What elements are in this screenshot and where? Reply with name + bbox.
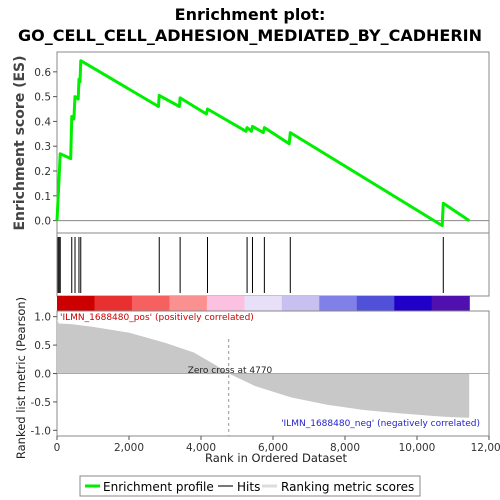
es-ytick-label: 0.2 bbox=[34, 166, 51, 178]
metric-ytick-label: -0.5 bbox=[31, 397, 52, 409]
es-y-axis-label: Enrichment score (ES) bbox=[12, 55, 28, 230]
es-ytick-label: 0.1 bbox=[34, 191, 51, 203]
zero-cross-label: Zero cross at 4770 bbox=[188, 366, 273, 376]
metric-panel: 1.0 0.5 0.0 -0.5 -1.0 0 2,000 4,000 6,000 8,000 1… bbox=[14, 297, 500, 465]
legend-frame bbox=[79, 475, 421, 497]
x-axis-label: Rank in Ordered Dataset bbox=[205, 451, 348, 465]
xtick-label: 10,000 bbox=[399, 442, 436, 454]
es-curve bbox=[55, 59, 471, 228]
metric-y-axis-label: Ranked list metric (Pearson) bbox=[14, 297, 28, 459]
legend: Enrichment profile Hits Ranking metric s… bbox=[79, 475, 421, 497]
legend-metric-label: Ranking metric scores bbox=[281, 480, 414, 494]
heat-segment bbox=[57, 296, 96, 311]
hits-panel bbox=[56, 232, 490, 297]
heat-segment bbox=[281, 296, 320, 311]
es-panel: 0.0 0.1 0.2 0.3 0.4 0.5 0.6 Enrichment score (… bbox=[12, 51, 490, 234]
xtick-label: 0 bbox=[54, 442, 61, 454]
heat-segment bbox=[94, 296, 133, 311]
heat-segment bbox=[244, 296, 283, 311]
heat-segment bbox=[169, 296, 208, 311]
heat-segment bbox=[431, 296, 470, 311]
xtick-label: 12,000 bbox=[471, 442, 500, 454]
es-ytick-label: 0.5 bbox=[34, 92, 51, 104]
heat-segment bbox=[319, 296, 358, 311]
negative-label: 'ILMN_1688480_neg' (negatively correlate… bbox=[281, 419, 480, 429]
xtick-label: 6,000 bbox=[258, 442, 288, 454]
xtick-label: 4,000 bbox=[186, 442, 216, 454]
xtick-label: 8,000 bbox=[330, 442, 360, 454]
legend-hits-label: Hits bbox=[237, 480, 260, 494]
es-panel-frame bbox=[56, 51, 490, 234]
positive-label: 'ILMN_1688480_pos' (positively correlate… bbox=[60, 313, 254, 323]
es-ytick-label: 0.4 bbox=[34, 116, 51, 128]
heat-segment bbox=[206, 296, 245, 311]
metric-area bbox=[57, 319, 470, 418]
metric-ytick-label: 0.5 bbox=[34, 340, 51, 352]
ranking-heat-bar bbox=[57, 296, 470, 311]
es-ytick-label: 0.6 bbox=[34, 67, 51, 79]
es-ytick-label: 0.3 bbox=[34, 141, 51, 153]
es-ytick-label: 0.0 bbox=[34, 216, 51, 228]
chart-title-line1: Enrichment plot: bbox=[175, 5, 326, 24]
chart-title-line2: GO_CELL_CELL_ADHESION_MEDIATED_BY_CADHER… bbox=[18, 26, 482, 45]
metric-ytick-label: 1.0 bbox=[34, 312, 51, 324]
metric-ytick-label: -1.0 bbox=[31, 425, 52, 437]
hits-panel-frame bbox=[56, 232, 490, 297]
heat-segment bbox=[131, 296, 170, 311]
metric-ytick-label: 0.0 bbox=[34, 369, 51, 381]
heat-segment bbox=[356, 296, 395, 311]
heat-segment bbox=[394, 296, 433, 311]
xtick-label: 2,000 bbox=[114, 442, 144, 454]
legend-profile-label: Enrichment profile bbox=[103, 480, 214, 494]
